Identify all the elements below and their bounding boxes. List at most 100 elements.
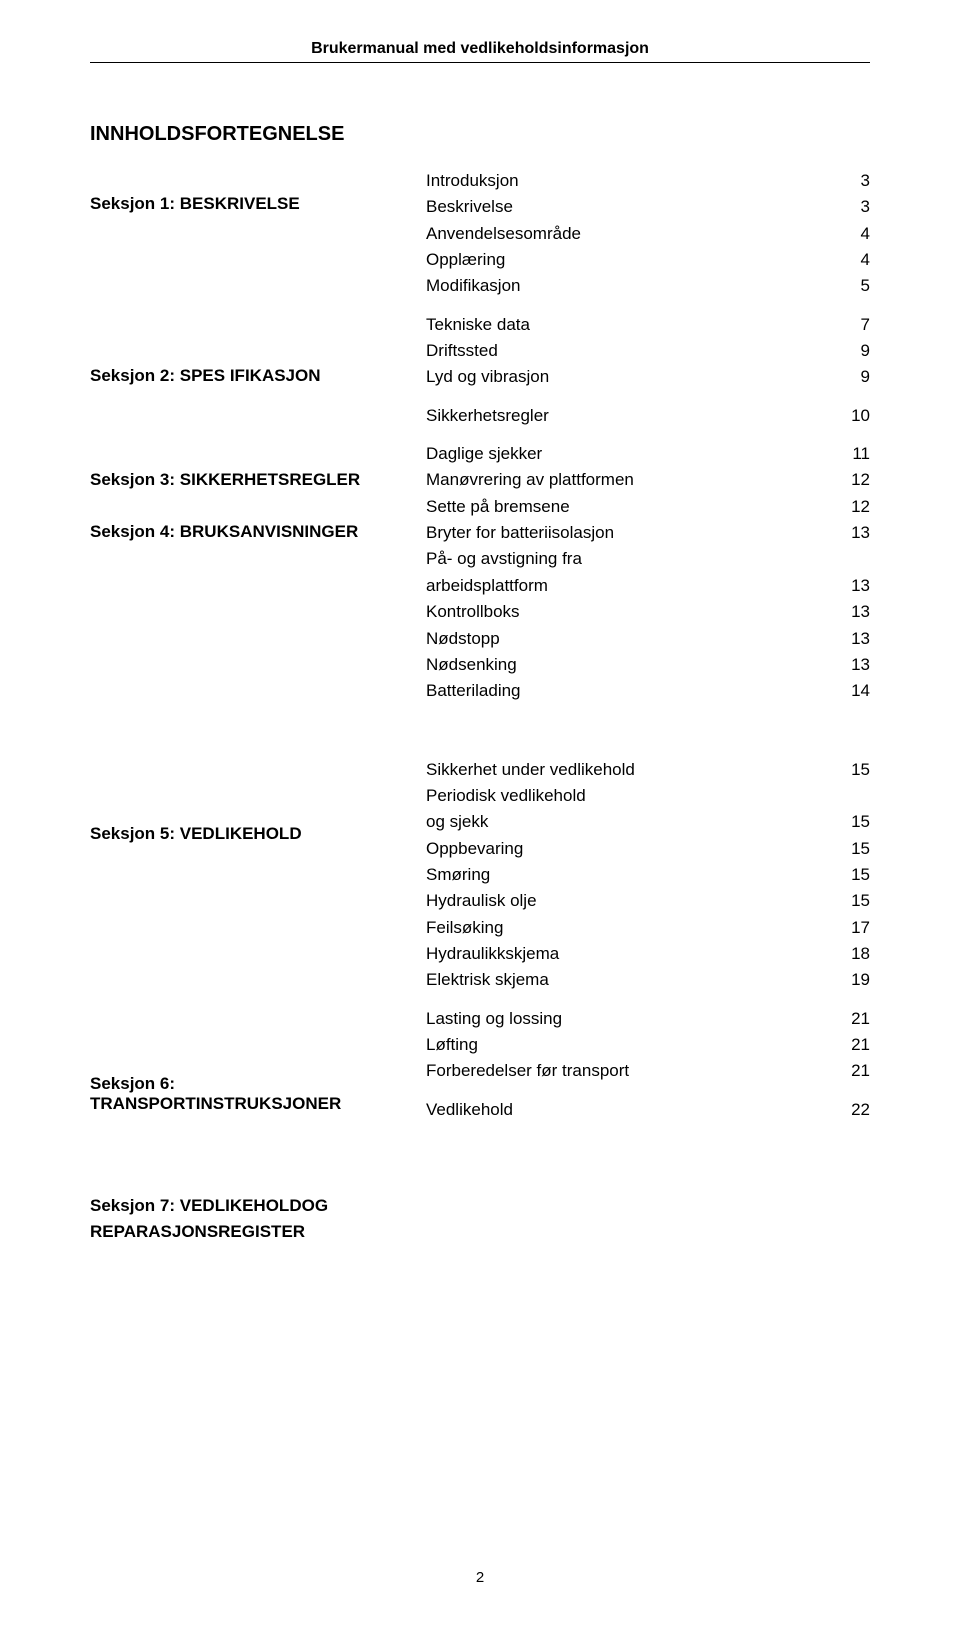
toc-entry: Kontrollboks13 bbox=[426, 599, 870, 625]
toc-page: 21 bbox=[834, 1032, 870, 1058]
toc-label: Lasting og lossing bbox=[426, 1006, 834, 1032]
running-header: Brukermanual med vedlikeholdsinformasjon bbox=[90, 40, 870, 58]
toc-page: 21 bbox=[834, 1006, 870, 1032]
toc-entry: Sikkerhetsregler10 bbox=[426, 403, 870, 429]
toc-label: Bryter for batteriisolasjon bbox=[426, 520, 834, 546]
toc-page: 13 bbox=[834, 652, 870, 678]
toc-label: Modifikasjon bbox=[426, 273, 834, 299]
toc-page: 10 bbox=[834, 403, 870, 429]
toc-page: 22 bbox=[834, 1097, 870, 1123]
toc-label: Kontrollboks bbox=[426, 599, 834, 625]
toc-entry: Hydraulikkskjema18 bbox=[426, 941, 870, 967]
toc-entry: Forberedelser før transport21 bbox=[426, 1058, 870, 1084]
toc-entry: Løfting21 bbox=[426, 1032, 870, 1058]
toc-page: 15 bbox=[834, 836, 870, 862]
toc-label: Daglige sjekker bbox=[426, 441, 834, 467]
toc-page: 3 bbox=[834, 168, 870, 194]
toc-entry: Opplæring4 bbox=[426, 247, 870, 273]
toc-label: og sjekk bbox=[426, 809, 834, 835]
toc-page: 5 bbox=[834, 273, 870, 299]
toc-entry: Sette på bremsene12 bbox=[426, 494, 870, 520]
toc-label: Forberedelser før transport bbox=[426, 1058, 834, 1084]
toc-label: arbeidsplattform bbox=[426, 573, 834, 599]
toc-label: På- og avstigning fra bbox=[426, 546, 834, 572]
toc-page: 13 bbox=[834, 599, 870, 625]
page-number: 2 bbox=[476, 1569, 484, 1586]
toc-page: 15 bbox=[834, 862, 870, 888]
toc-page: 12 bbox=[834, 467, 870, 493]
toc-label: Sikkerhet under vedlikehold bbox=[426, 757, 834, 783]
toc-label: Tekniske data bbox=[426, 312, 834, 338]
toc-page: 15 bbox=[834, 757, 870, 783]
toc-right-column: Introduksjon3 Beskrivelse3 Anvendelsesom… bbox=[426, 168, 870, 1248]
toc-label: Smøring bbox=[426, 862, 834, 888]
toc-entry: Anvendelsesområde4 bbox=[426, 221, 870, 247]
toc-label: Opplæring bbox=[426, 247, 834, 273]
toc-block-4: Daglige sjekker11 Manøvrering av plattfo… bbox=[426, 441, 870, 704]
toc-entry: og sjekk15 bbox=[426, 809, 870, 835]
toc-label: Batterilading bbox=[426, 678, 834, 704]
toc-page: 7 bbox=[834, 312, 870, 338]
toc-entry: På- og avstigning fra bbox=[426, 546, 870, 572]
toc-entry: Lasting og lossing21 bbox=[426, 1006, 870, 1032]
toc-label: Elektrisk skjema bbox=[426, 967, 834, 993]
toc-label: Lyd og vibrasjon bbox=[426, 364, 834, 390]
toc-entry: Batterilading14 bbox=[426, 678, 870, 704]
toc-block-7: Vedlikehold22 bbox=[426, 1097, 870, 1123]
toc-block-2: Tekniske data7 Driftssted9 Lyd og vibras… bbox=[426, 312, 870, 391]
toc-entry: Hydraulisk olje15 bbox=[426, 888, 870, 914]
toc-layout: Seksjon 1: BESKRIVELSE Seksjon 2: SPES I… bbox=[90, 168, 870, 1248]
toc-label: Feilsøking bbox=[426, 915, 834, 941]
toc-page: 15 bbox=[834, 888, 870, 914]
section-2-heading: Seksjon 2: SPES IFIKASJON bbox=[90, 366, 410, 386]
toc-left-column: Seksjon 1: BESKRIVELSE Seksjon 2: SPES I… bbox=[90, 168, 410, 1248]
document-page: Brukermanual med vedlikeholdsinformasjon… bbox=[0, 0, 960, 1646]
toc-entry: Nødstopp13 bbox=[426, 626, 870, 652]
toc-page: 14 bbox=[834, 678, 870, 704]
toc-page bbox=[834, 783, 870, 809]
toc-entry: Smøring15 bbox=[426, 862, 870, 888]
toc-label: Sikkerhetsregler bbox=[426, 403, 834, 429]
toc-label: Beskrivelse bbox=[426, 194, 834, 220]
toc-label: Oppbevaring bbox=[426, 836, 834, 862]
toc-entry: Driftssted9 bbox=[426, 338, 870, 364]
toc-page: 3 bbox=[834, 194, 870, 220]
toc-entry: Beskrivelse3 bbox=[426, 194, 870, 220]
toc-block-1: Introduksjon3 Beskrivelse3 Anvendelsesom… bbox=[426, 168, 870, 300]
toc-entry: Lyd og vibrasjon9 bbox=[426, 364, 870, 390]
section-7-heading-line2: REPARASJONSREGISTER bbox=[90, 1222, 410, 1242]
toc-entry: Elektrisk skjema19 bbox=[426, 967, 870, 993]
header-divider bbox=[90, 62, 870, 63]
toc-page: 21 bbox=[834, 1058, 870, 1084]
toc-entry: Introduksjon3 bbox=[426, 168, 870, 194]
toc-label: Periodisk vedlikehold bbox=[426, 783, 834, 809]
toc-label: Nødstopp bbox=[426, 626, 834, 652]
page-title: INNHOLDSFORTEGNELSE bbox=[90, 123, 870, 146]
toc-page: 15 bbox=[834, 809, 870, 835]
toc-entry: Manøvrering av plattformen12 bbox=[426, 467, 870, 493]
toc-entry: Bryter for batteriisolasjon13 bbox=[426, 520, 870, 546]
toc-entry: Tekniske data7 bbox=[426, 312, 870, 338]
toc-page: 4 bbox=[834, 247, 870, 273]
section-5-heading: Seksjon 5: VEDLIKEHOLD bbox=[90, 824, 410, 844]
toc-label: Hydraulikkskjema bbox=[426, 941, 834, 967]
toc-page: 17 bbox=[834, 915, 870, 941]
toc-entry: Oppbevaring15 bbox=[426, 836, 870, 862]
toc-entry: Sikkerhet under vedlikehold15 bbox=[426, 757, 870, 783]
section-4-heading: Seksjon 4: BRUKSANVISNINGER bbox=[90, 522, 410, 542]
toc-page: 9 bbox=[834, 364, 870, 390]
toc-entry: Nødsenking13 bbox=[426, 652, 870, 678]
toc-block-3: Sikkerhetsregler10 bbox=[426, 403, 870, 429]
toc-block-5: Sikkerhet under vedlikehold15 Periodisk … bbox=[426, 757, 870, 994]
toc-label: Anvendelsesområde bbox=[426, 221, 834, 247]
toc-label: Vedlikehold bbox=[426, 1097, 834, 1123]
toc-entry: Periodisk vedlikehold bbox=[426, 783, 870, 809]
toc-entry: Feilsøking17 bbox=[426, 915, 870, 941]
toc-entry: Modifikasjon5 bbox=[426, 273, 870, 299]
toc-page: 9 bbox=[834, 338, 870, 364]
toc-page: 18 bbox=[834, 941, 870, 967]
section-3-heading: Seksjon 3: SIKKERHETSREGLER bbox=[90, 470, 410, 490]
section-7-heading-line1: Seksjon 7: VEDLIKEHOLDOG bbox=[90, 1196, 410, 1216]
toc-label: Nødsenking bbox=[426, 652, 834, 678]
toc-label: Driftssted bbox=[426, 338, 834, 364]
